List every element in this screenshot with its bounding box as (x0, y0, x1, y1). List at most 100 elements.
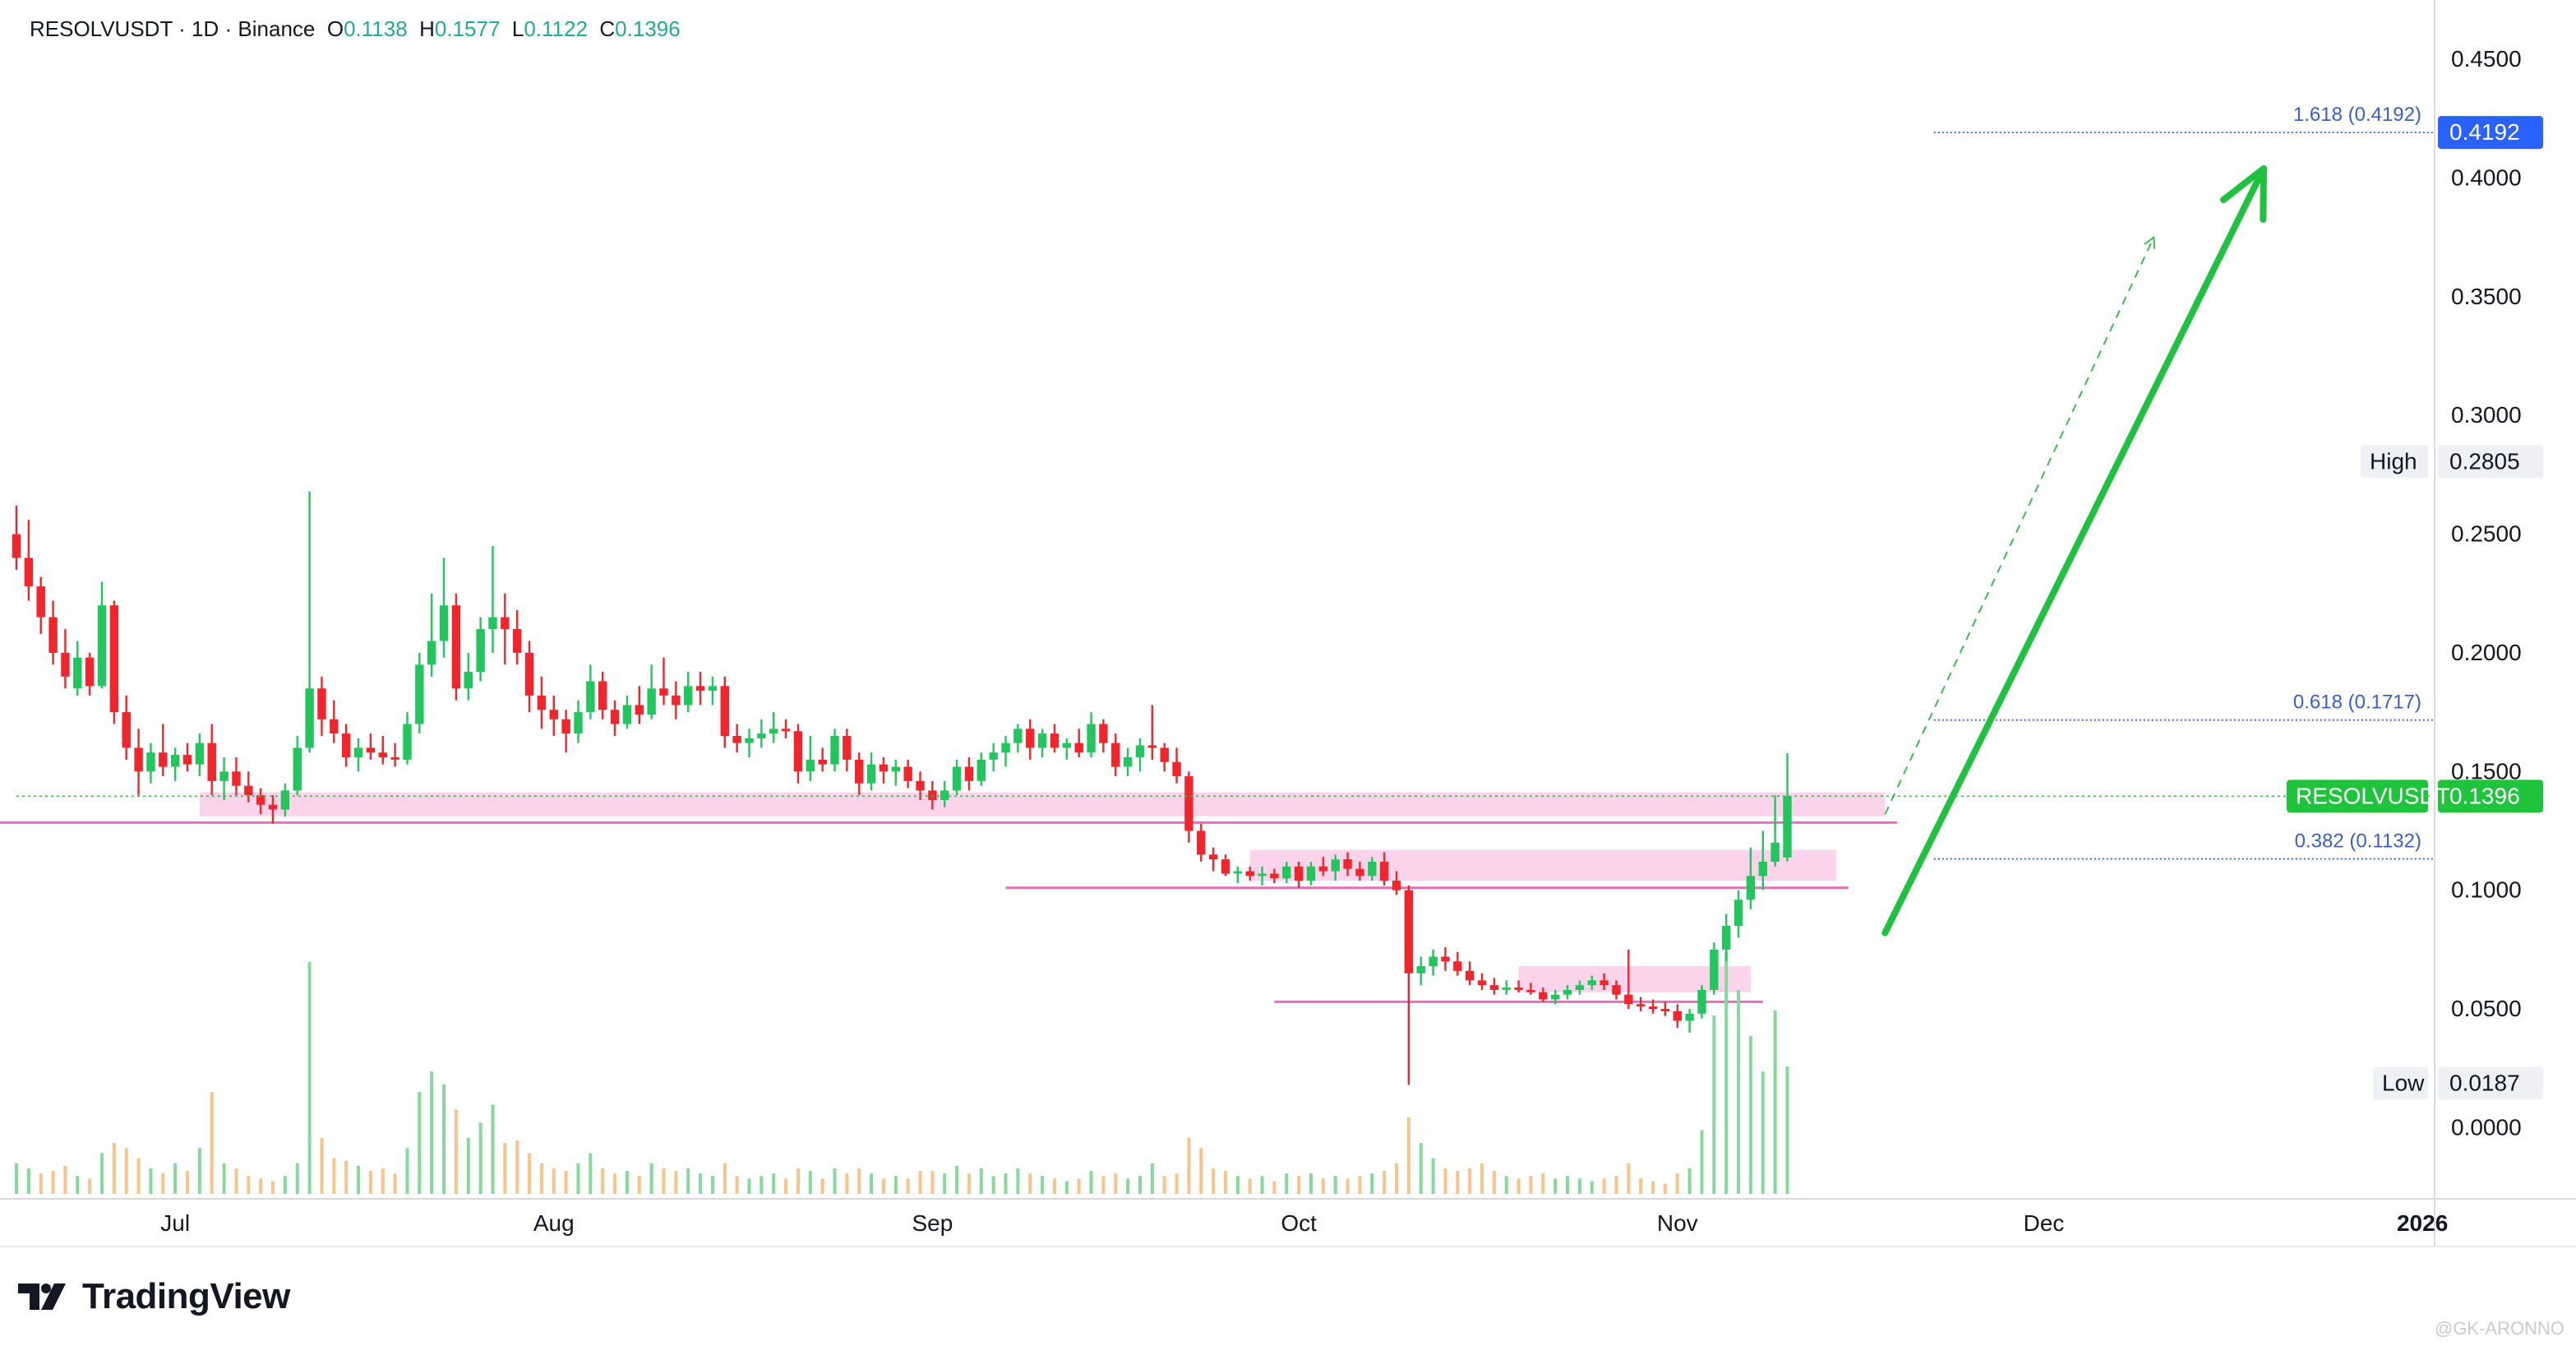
candle-body[interactable] (586, 681, 595, 713)
candle-body[interactable] (390, 756, 399, 760)
candle-body[interactable] (1673, 1011, 1682, 1021)
candle-body[interactable] (1197, 830, 1206, 855)
candle-body[interactable] (1404, 890, 1414, 974)
candle-body[interactable] (1416, 966, 1425, 974)
candle-body[interactable] (1563, 989, 1572, 995)
candle-body[interactable] (928, 790, 937, 800)
candle-body[interactable] (1514, 988, 1523, 990)
candle-body[interactable] (952, 766, 962, 791)
candle-body[interactable] (134, 747, 143, 772)
candle-body[interactable] (1600, 980, 1609, 986)
candle-body[interactable] (1087, 724, 1096, 753)
interval[interactable]: 1D (192, 16, 219, 41)
candle-body[interactable] (976, 759, 986, 781)
candle-body[interactable] (610, 710, 620, 724)
candle-body[interactable] (317, 688, 326, 719)
candle-body[interactable] (1587, 980, 1596, 986)
candle-body[interactable] (1123, 756, 1133, 767)
candle-body[interactable] (1343, 859, 1352, 869)
candle-body[interactable] (366, 747, 376, 753)
candle-body[interactable] (659, 688, 668, 696)
candle-body[interactable] (622, 705, 632, 724)
candle-body[interactable] (1270, 873, 1279, 879)
candle-body[interactable] (1758, 862, 1767, 877)
candle-body[interactable] (341, 733, 351, 757)
candle-body[interactable] (1050, 733, 1059, 748)
candle-body[interactable] (1477, 980, 1487, 986)
candle-body[interactable] (427, 641, 436, 665)
candle-body[interactable] (818, 759, 827, 765)
candle-body[interactable] (439, 605, 449, 641)
candle-body[interactable] (1013, 729, 1023, 743)
candle-body[interactable] (1441, 956, 1450, 962)
candle-body[interactable] (1294, 866, 1304, 881)
candle-body[interactable] (1062, 742, 1072, 748)
tradingview-logo[interactable]: TradingView (18, 1276, 290, 1317)
candle-body[interactable] (464, 672, 473, 689)
candle-body[interactable] (1783, 796, 1792, 858)
candle-body[interactable] (781, 729, 791, 732)
candle-body[interactable] (353, 747, 363, 757)
candle-body[interactable] (476, 629, 485, 673)
candle-body[interactable] (256, 795, 265, 805)
candle-body[interactable] (1636, 1004, 1646, 1007)
candle-body[interactable] (866, 764, 876, 784)
candle-body[interactable] (12, 534, 21, 558)
candle-body[interactable] (73, 657, 82, 689)
candle-body[interactable] (1746, 876, 1756, 900)
candle-body[interactable] (769, 729, 778, 734)
candle-body[interactable] (1575, 985, 1585, 990)
candle-body[interactable] (1233, 871, 1243, 874)
candle-body[interactable] (244, 785, 253, 796)
candle-body[interactable] (940, 790, 949, 800)
dashed-projection-line[interactable] (1884, 237, 2155, 815)
candle-body[interactable] (1221, 859, 1230, 874)
candle-body[interactable] (24, 557, 34, 587)
candle-body[interactable] (1685, 1013, 1694, 1021)
candle-body[interactable] (232, 771, 241, 786)
candle-body[interactable] (1160, 747, 1169, 762)
candle-body[interactable] (1074, 742, 1083, 753)
candle-body[interactable] (1318, 866, 1328, 872)
candle-body[interactable] (684, 686, 693, 705)
candle-body[interactable] (305, 688, 314, 748)
candle-body[interactable] (1453, 961, 1462, 971)
candle-body[interactable] (1331, 859, 1340, 872)
candle-body[interactable] (1037, 733, 1047, 748)
candle-body[interactable] (1733, 900, 1743, 926)
candle-body[interactable] (1465, 970, 1475, 981)
candle-body[interactable] (109, 605, 119, 713)
candle-body[interactable] (1770, 842, 1780, 863)
candle-body[interactable] (1306, 866, 1316, 881)
candle-body[interactable] (964, 766, 974, 781)
candle-body[interactable] (708, 686, 718, 692)
candle-body[interactable] (1147, 745, 1157, 748)
candle-body[interactable] (574, 712, 583, 734)
candle-body[interactable] (561, 719, 570, 734)
candle-body[interactable] (732, 736, 741, 743)
candle-body[interactable] (1172, 761, 1181, 777)
candle-body[interactable] (122, 712, 131, 748)
candle-body[interactable] (415, 664, 424, 724)
candle-body[interactable] (1624, 994, 1633, 1005)
symbol-name[interactable]: RESOLVUSDT (30, 16, 173, 41)
candle-body[interactable] (182, 755, 192, 765)
candle-body[interactable] (1258, 873, 1267, 877)
candle-body[interactable] (219, 771, 229, 781)
candle-body[interactable] (1368, 862, 1377, 877)
candle-body[interactable] (916, 780, 925, 791)
projection-arrow[interactable] (1881, 164, 2267, 937)
candle-body[interactable] (757, 733, 766, 738)
candle-body[interactable] (989, 752, 998, 760)
candle-body[interactable] (1208, 854, 1218, 860)
candle-body[interactable] (1429, 956, 1438, 967)
candle-body[interactable] (745, 738, 754, 743)
candle-body[interactable] (672, 695, 681, 705)
candle-body[interactable] (1526, 989, 1535, 992)
candle-body[interactable] (635, 705, 644, 715)
candle-body[interactable] (268, 804, 278, 810)
candle-body[interactable] (720, 686, 729, 737)
candle-body[interactable] (1355, 868, 1364, 877)
candle-body[interactable] (195, 742, 205, 765)
